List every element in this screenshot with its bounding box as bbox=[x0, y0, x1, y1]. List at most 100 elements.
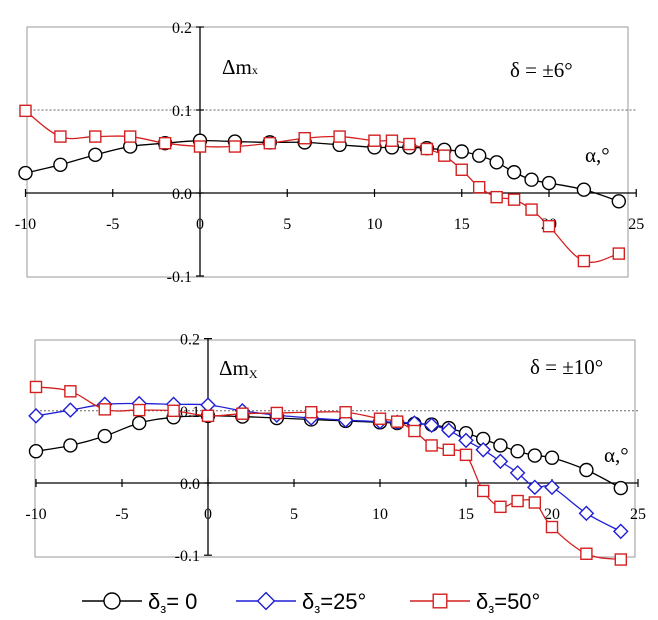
data-point-square bbox=[167, 404, 180, 418]
x-tick-label: -5 bbox=[106, 216, 119, 233]
x-tick-label: 0 bbox=[196, 216, 204, 233]
data-point-square bbox=[442, 443, 456, 457]
data-point-square bbox=[54, 130, 67, 143]
data-point-square bbox=[304, 406, 318, 419]
data-point-diamond bbox=[62, 402, 79, 418]
data-point-square bbox=[525, 203, 538, 216]
data-point-circle bbox=[28, 444, 44, 459]
y-tick-label: 0.0 bbox=[172, 186, 192, 203]
series-line-square bbox=[35, 386, 621, 561]
y-tick-label: 0.0 bbox=[180, 476, 200, 493]
x-tick-label: 0 bbox=[204, 506, 212, 523]
y-axis-label: ΔmX bbox=[219, 356, 258, 381]
data-point-square bbox=[614, 553, 628, 566]
data-point-diamond bbox=[28, 408, 44, 424]
data-point-square bbox=[201, 409, 215, 423]
data-point-circle bbox=[510, 444, 525, 459]
data-point-square bbox=[438, 149, 451, 162]
delta-annotation: δ = ±6° bbox=[510, 58, 573, 82]
x-tick-label: -10 bbox=[25, 506, 46, 523]
legend-marker-circle bbox=[103, 592, 121, 610]
data-point-square bbox=[545, 520, 559, 534]
data-point-square bbox=[408, 424, 421, 438]
data-point-diamond bbox=[544, 479, 560, 496]
legend-marker-diamond bbox=[256, 591, 276, 611]
legend-entry-circle: δз= 0 bbox=[82, 589, 197, 616]
data-point-square bbox=[420, 142, 434, 156]
data-point-diamond bbox=[526, 479, 543, 496]
data-point-square bbox=[339, 406, 352, 419]
data-point-diamond bbox=[458, 432, 474, 449]
data-point-square bbox=[528, 496, 542, 509]
legend-label: δз=25° bbox=[302, 589, 366, 616]
data-point-circle bbox=[579, 462, 594, 478]
data-point-circle bbox=[472, 148, 487, 163]
data-point-diamond bbox=[578, 505, 595, 522]
data-point-circle bbox=[576, 182, 592, 197]
x-tick-label: 10 bbox=[367, 216, 383, 233]
y-tick-label: 0.2 bbox=[172, 20, 192, 37]
data-point-diamond bbox=[475, 441, 492, 458]
data-point-square bbox=[193, 140, 207, 153]
series-line-circle bbox=[25, 139, 620, 202]
legend-entry-square: δз=50° bbox=[410, 589, 540, 616]
chart-panel-bottom: -10 -5 0 5 10 15 20 250.20.10.0-0.1 ΔmX δ = ±10… bbox=[25, 332, 646, 566]
data-point-square bbox=[403, 137, 416, 151]
data-point-square bbox=[298, 131, 311, 145]
data-point-square bbox=[612, 247, 626, 260]
legend-marker-square bbox=[432, 593, 448, 609]
y-axis-label: Δmx bbox=[222, 55, 258, 79]
x-tick-label: 25 bbox=[628, 216, 644, 233]
data-point-diamond bbox=[440, 422, 457, 439]
data-point-square bbox=[368, 134, 381, 147]
data-point-square bbox=[64, 385, 77, 398]
data-point-square bbox=[89, 130, 102, 143]
data-point-circle bbox=[544, 450, 560, 465]
data-point-circle bbox=[454, 144, 469, 159]
data-point-square bbox=[98, 403, 112, 416]
data-point-square bbox=[455, 163, 468, 176]
y-tick-label: 0.2 bbox=[180, 332, 200, 349]
data-point-square bbox=[542, 219, 556, 233]
data-point-square bbox=[580, 547, 593, 560]
data-point-diamond bbox=[509, 465, 526, 481]
data-point-square bbox=[476, 484, 490, 498]
x-tick-label: 5 bbox=[290, 506, 298, 523]
data-point-circle bbox=[527, 448, 542, 463]
x-axis-label: α,° bbox=[604, 443, 629, 467]
data-point-circle bbox=[53, 157, 68, 172]
delta-annotation: δ = ±10° bbox=[530, 355, 603, 379]
data-point-square bbox=[270, 406, 284, 420]
data-point-square bbox=[490, 190, 503, 204]
data-point-circle bbox=[97, 428, 113, 444]
data-point-diamond bbox=[612, 523, 629, 540]
data-point-square bbox=[385, 134, 399, 147]
data-point-circle bbox=[493, 438, 508, 453]
data-point-square bbox=[373, 412, 387, 425]
x-tick-label: 5 bbox=[283, 216, 291, 233]
data-point-square bbox=[228, 140, 242, 153]
x-tick-label: 25 bbox=[630, 506, 646, 523]
data-point-square bbox=[472, 180, 486, 194]
data-point-circle bbox=[18, 165, 33, 181]
data-point-square bbox=[132, 403, 146, 417]
data-point-square bbox=[507, 193, 521, 206]
data-point-diamond bbox=[423, 417, 440, 434]
data-point-square bbox=[123, 130, 137, 143]
data-point-square bbox=[494, 500, 507, 514]
y-tick-label: 0.1 bbox=[172, 103, 192, 120]
data-point-square bbox=[19, 104, 32, 118]
x-tick-label: 10 bbox=[372, 506, 388, 523]
x-tick-label: -5 bbox=[115, 506, 128, 523]
x-tick-label: 15 bbox=[458, 506, 474, 523]
data-point-circle bbox=[88, 147, 103, 163]
legend-entry-diamond: δз=25° bbox=[236, 589, 366, 616]
data-point-circle bbox=[613, 480, 628, 496]
x-tick-label: -10 bbox=[15, 216, 36, 233]
legend: δз= 0 δз=25° δз=50° bbox=[82, 589, 540, 616]
x-axis-label: α,° bbox=[585, 143, 610, 167]
data-point-diamond bbox=[492, 453, 509, 470]
data-point-square bbox=[459, 448, 473, 462]
